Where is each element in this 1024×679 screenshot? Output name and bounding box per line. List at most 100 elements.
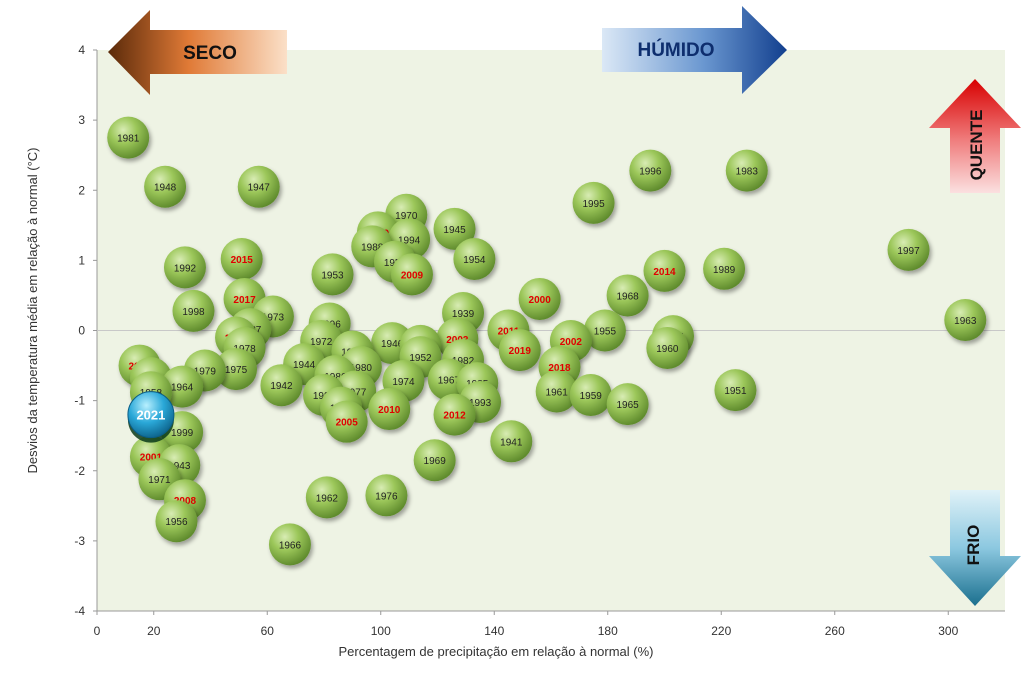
- data-label: 2000: [529, 295, 552, 306]
- data-point-2019: 2019: [498, 329, 541, 372]
- data-point-1983: 1983: [725, 149, 768, 192]
- data-bubble: [887, 228, 930, 271]
- data-point-2012: 2012: [433, 393, 476, 436]
- data-point-1975: 1975: [215, 348, 258, 391]
- x-tick-label: 140: [484, 624, 504, 638]
- data-bubble: [535, 370, 578, 413]
- data-label: 1946: [381, 339, 404, 350]
- data-label: 1956: [165, 517, 188, 528]
- data-label: 1952: [409, 353, 432, 364]
- cold-arrow: [929, 490, 1021, 606]
- data-point-1955: 1955: [583, 309, 626, 352]
- x-tick-label: 220: [711, 624, 731, 638]
- data-bubble: [365, 474, 408, 517]
- cold-label: FRIO: [964, 525, 983, 566]
- data-bubble: [643, 249, 686, 292]
- x-tick-label: 260: [825, 624, 845, 638]
- y-tick-label: -2: [74, 464, 85, 478]
- y-tick-label: 2: [78, 183, 85, 197]
- data-point-1947: 1947: [237, 165, 280, 208]
- data-label: 2019: [509, 346, 532, 357]
- data-bubble: [215, 348, 258, 391]
- data-point-1951: 1951: [714, 369, 757, 412]
- data-bubble: [163, 246, 206, 289]
- data-label: 2010: [378, 405, 401, 416]
- data-bubble: [725, 149, 768, 192]
- data-bubble: [453, 237, 496, 280]
- data-label: 1967: [438, 376, 461, 387]
- data-point-2015: 2015: [220, 237, 263, 280]
- data-point-1998: 1998: [172, 289, 215, 332]
- data-bubble: [390, 253, 433, 296]
- data-bubble: [714, 369, 757, 412]
- dry-arrow: [108, 10, 287, 95]
- data-bubble: [305, 476, 348, 519]
- data-point-2014: 2014: [643, 249, 686, 292]
- data-bubble: [155, 500, 198, 543]
- data-label: 1948: [154, 183, 177, 194]
- data-bubble: [413, 439, 456, 482]
- data-label: 1962: [316, 493, 339, 504]
- data-point-2000: 2000: [518, 277, 561, 320]
- data-label: 1965: [616, 400, 639, 411]
- data-label: 1953: [321, 270, 344, 281]
- wet-arrow: [602, 6, 787, 94]
- data-bubble: [311, 253, 354, 296]
- data-label: 2009: [401, 270, 424, 281]
- data-bubble: [490, 420, 533, 463]
- data-label: 1945: [443, 225, 466, 236]
- data-label: 1971: [148, 475, 171, 486]
- data-bubble: [646, 327, 689, 370]
- data-point-1941: 1941: [490, 420, 533, 463]
- data-label: 1954: [463, 255, 486, 266]
- y-axis-title: Desvios da temperatura média em relação …: [25, 148, 40, 474]
- data-label: 1983: [736, 167, 759, 178]
- hot-arrow: [929, 79, 1021, 193]
- data-bubble: [629, 149, 672, 192]
- data-label: 2011: [498, 327, 520, 338]
- data-label: 1959: [580, 391, 603, 402]
- data-label: 2002: [560, 337, 583, 348]
- data-bubble: [518, 277, 561, 320]
- data-label: 2012: [443, 411, 466, 422]
- data-label: 1998: [182, 307, 205, 318]
- wet-label: HÚMIDO: [637, 39, 714, 61]
- data-label: 2001: [140, 453, 163, 464]
- data-label: 1951: [724, 386, 747, 397]
- data-label: 1963: [954, 316, 977, 327]
- x-tick-label: 300: [938, 624, 958, 638]
- data-point-2010: 2010: [368, 388, 411, 431]
- data-label: 1966: [279, 540, 302, 551]
- data-bubble: [606, 383, 649, 426]
- data-label: 1981: [117, 134, 140, 145]
- data-point-1948: 1948: [144, 165, 187, 208]
- data-label: 1992: [174, 263, 197, 274]
- data-label: 1960: [656, 344, 679, 355]
- y-tick-label: -4: [74, 604, 85, 618]
- data-point-1964: 1964: [161, 365, 204, 408]
- data-label: 1989: [713, 265, 736, 276]
- data-label: 1999: [171, 428, 194, 439]
- data-bubble: [944, 298, 987, 341]
- data-label: 2018: [548, 363, 571, 374]
- data-label: 1947: [248, 183, 271, 194]
- data-bubble: [572, 181, 615, 224]
- data-label: 2014: [653, 267, 676, 278]
- data-label: 1996: [639, 167, 662, 178]
- data-label: 2008: [174, 496, 197, 507]
- data-label: 2017: [233, 295, 256, 306]
- data-bubble: [144, 165, 187, 208]
- data-label: 1943: [168, 461, 191, 472]
- x-tick-label: 60: [261, 624, 275, 638]
- x-tick-label: 100: [371, 624, 391, 638]
- data-bubble: [583, 309, 626, 352]
- hot-label: QUENTE: [967, 110, 986, 181]
- x-tick-label: 180: [598, 624, 618, 638]
- data-bubble: [325, 400, 368, 443]
- data-bubble: [498, 329, 541, 372]
- y-tick-label: -1: [74, 394, 85, 408]
- data-label: 2005: [336, 418, 359, 429]
- data-label: 1964: [171, 383, 194, 394]
- data-bubble: [433, 393, 476, 436]
- data-label: 2015: [231, 255, 254, 266]
